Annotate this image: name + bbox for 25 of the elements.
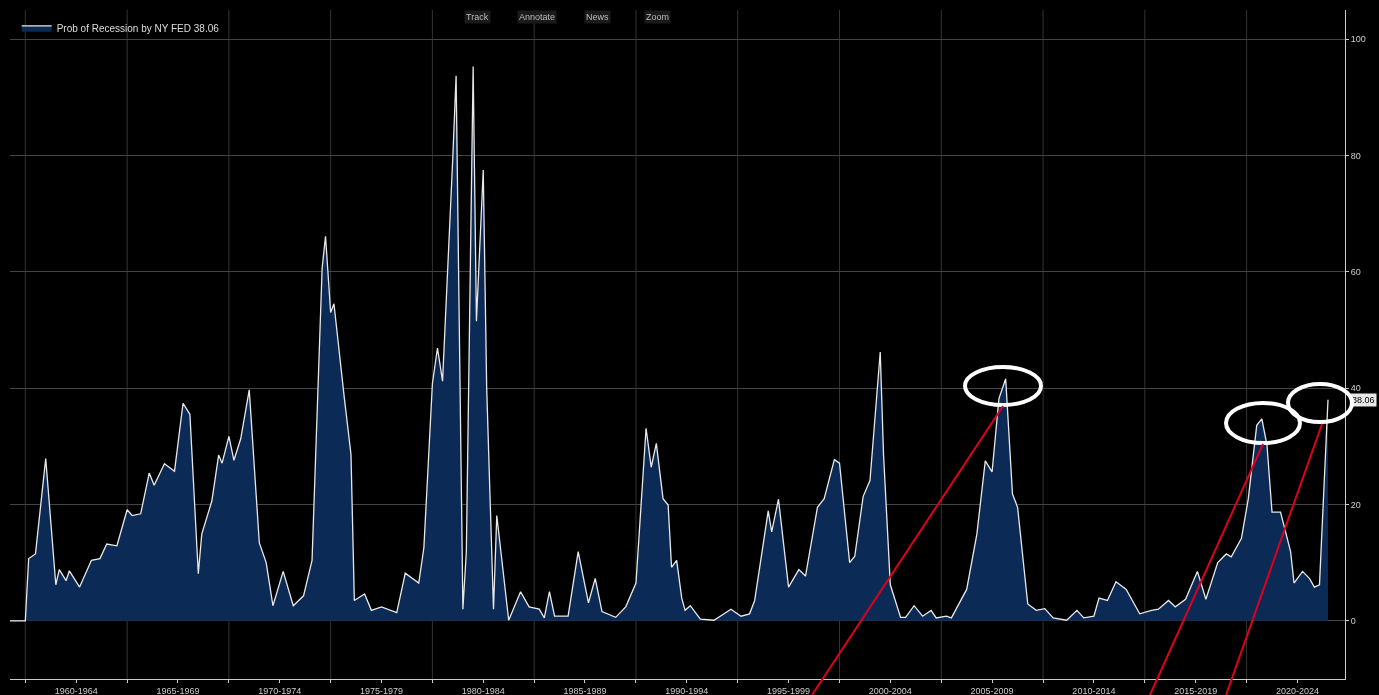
x-tick-label: 1980-1984 — [461, 685, 505, 695]
annotation: 38.06 — [1352, 395, 1375, 405]
annotation: Annotate — [519, 12, 556, 22]
x-tick-label: 2020-2024 — [1275, 685, 1319, 695]
y-tick-label: 20 — [1350, 499, 1361, 510]
annotation: Track — [466, 12, 489, 22]
x-tick-label: 2000-2004 — [868, 685, 912, 695]
x-tick-label: 1995-1999 — [767, 685, 811, 695]
x-tick-label: 1965-1969 — [156, 685, 200, 695]
y-tick-label: 100 — [1350, 34, 1366, 45]
x-tick-label: 1975-1979 — [359, 685, 403, 695]
x-tick-label: 1970-1974 — [258, 685, 302, 695]
y-tick-label: 40 — [1350, 383, 1361, 394]
x-tick-label: 2005-2009 — [970, 685, 1014, 695]
y-tick-label: 60 — [1350, 266, 1361, 277]
x-tick-label: 2015-2019 — [1174, 685, 1218, 695]
y-tick-label: 0 — [1350, 615, 1356, 626]
x-tick-label: 2010-2014 — [1072, 685, 1116, 695]
x-tick-label: 1985-1989 — [563, 685, 607, 695]
x-tick-label: 1990-1994 — [665, 685, 709, 695]
legend-label: Prob of Recession by NY FED 38.06 — [56, 22, 220, 34]
annotation: News — [586, 12, 609, 22]
x-tick-label: 1960-1964 — [54, 685, 98, 695]
y-tick-label: 80 — [1350, 150, 1361, 161]
annotation: Zoom — [646, 12, 670, 22]
